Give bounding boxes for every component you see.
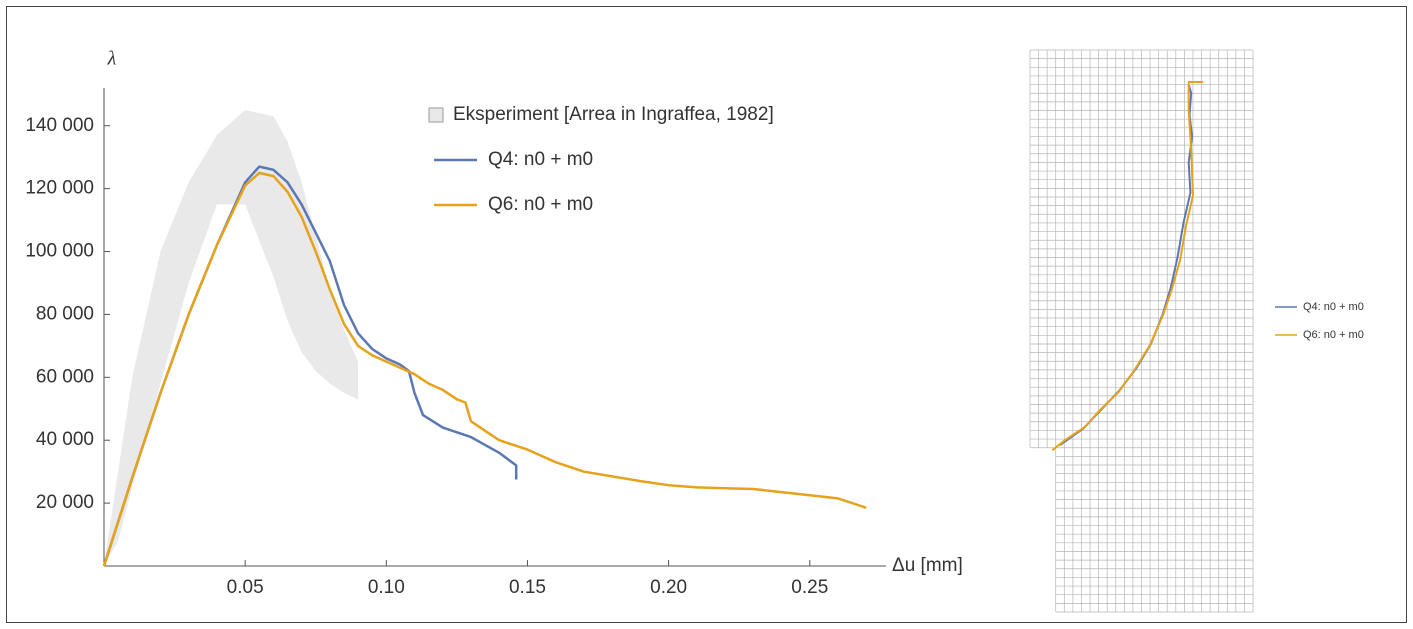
legend-label: Q6: n0 + m0 [1303, 329, 1364, 341]
y-tick-label: 120 000 [25, 178, 94, 199]
y-tick-label: 60 000 [36, 366, 94, 387]
crack-path [1059, 84, 1194, 446]
y-tick-label: 100 000 [25, 241, 94, 262]
frame [6, 6, 1407, 623]
crack-path [1051, 81, 1204, 452]
y-tick-label: 40 000 [36, 429, 94, 450]
x-axis-label: Δu [mm] [892, 555, 963, 576]
series-line [102, 171, 867, 567]
experiment-band [104, 110, 359, 567]
legend-label: Q4: n0 + m0 [488, 149, 593, 170]
x-tick-label: 0.20 [650, 577, 687, 598]
x-tick-label: 0.25 [791, 577, 828, 598]
x-tick-label: 0.10 [368, 577, 405, 598]
y-tick-label: 20 000 [36, 492, 94, 513]
x-tick-label: 0.05 [227, 577, 264, 598]
y-tick-label: 140 000 [25, 115, 94, 136]
legend-label: Q6: n0 + m0 [488, 194, 593, 215]
y-axis-label: λ [107, 48, 117, 70]
legend-swatch [428, 107, 444, 123]
legend-label: Eksperiment [Arrea in Ingraffea, 1982] [453, 104, 774, 125]
y-tick-label: 80 000 [36, 303, 94, 324]
legend-label: Q4: n0 + m0 [1303, 301, 1364, 313]
x-tick-label: 0.15 [509, 577, 546, 598]
